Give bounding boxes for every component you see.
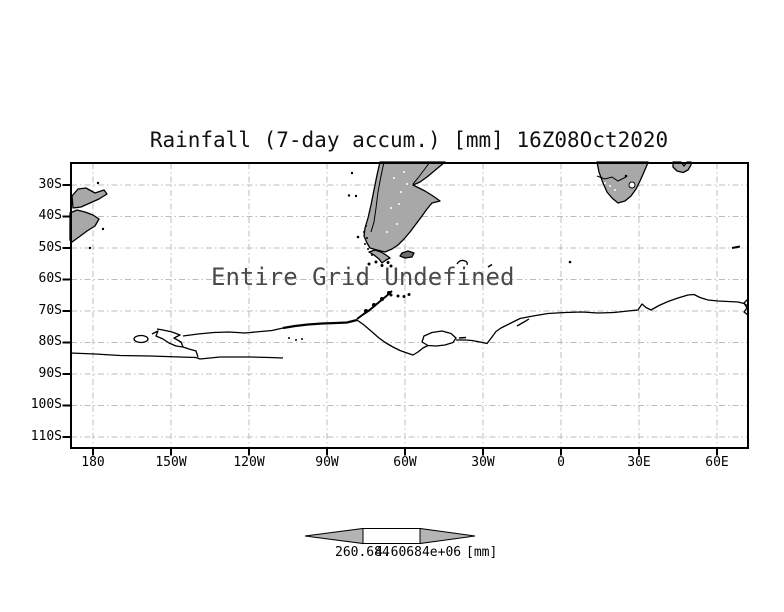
land-masses (69, 161, 692, 264)
land-madagascar (672, 161, 692, 174)
x-tick-label-150w: 150W (155, 455, 187, 470)
plot-frame (70, 162, 749, 449)
undefined-grid-message: Entire Grid Undefined (211, 263, 515, 291)
land-africa (596, 161, 649, 204)
colorbar-max-label: 4.60684e+06 (375, 545, 462, 560)
y-tick-label-110s: 110S (30, 429, 62, 444)
antarctic-coastline (69, 290, 749, 360)
axis-ticks (62, 184, 718, 456)
y-tick-label-30s: 30S (38, 177, 62, 192)
land-falkland-islands (399, 250, 415, 259)
x-tick-label-180: 180 (81, 455, 105, 470)
y-tick-label-70s: 70S (38, 303, 62, 318)
colorbar-min-label: 260.684 (335, 545, 390, 560)
y-tick-label-40s: 40S (38, 208, 62, 223)
colorbar-units-label: [mm] (466, 545, 498, 560)
colorbar-box (362, 528, 421, 544)
colorbar-left-arrow-icon (304, 527, 364, 545)
x-tick-label-60e: 60E (705, 455, 729, 470)
y-tick-label-60s: 60S (38, 271, 62, 286)
land-new-zealand-north (71, 187, 108, 209)
island-strokes (456, 245, 741, 268)
x-tick-label-60w: 60W (393, 455, 417, 470)
land-borders (370, 161, 636, 233)
x-tick-label-30e: 30E (627, 455, 651, 470)
x-tick-label-0: 0 (557, 455, 565, 470)
land-speckles (356, 171, 628, 256)
y-tick-label-50s: 50S (38, 240, 62, 255)
y-tick-label-100s: 100S (30, 397, 62, 412)
x-tick-label-30w: 30W (471, 455, 495, 470)
x-tick-label-90w: 90W (315, 455, 339, 470)
land-tierra-del-fuego (368, 249, 391, 264)
y-tick-label-80s: 80S (38, 334, 62, 349)
colorbar-right-arrow-icon (419, 527, 476, 545)
plot-title: Rainfall (7-day accum.) [mm] 16Z08Oct202… (149, 128, 669, 152)
x-tick-label-120w: 120W (233, 455, 265, 470)
land-new-zealand-south (69, 209, 100, 243)
colorbar (304, 527, 476, 545)
y-tick-label-90s: 90S (38, 366, 62, 381)
small-islands (88, 171, 572, 341)
